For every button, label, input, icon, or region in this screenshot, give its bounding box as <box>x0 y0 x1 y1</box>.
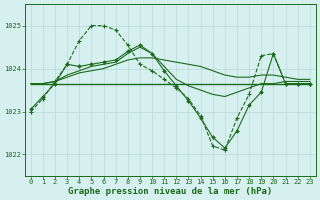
X-axis label: Graphe pression niveau de la mer (hPa): Graphe pression niveau de la mer (hPa) <box>68 187 272 196</box>
